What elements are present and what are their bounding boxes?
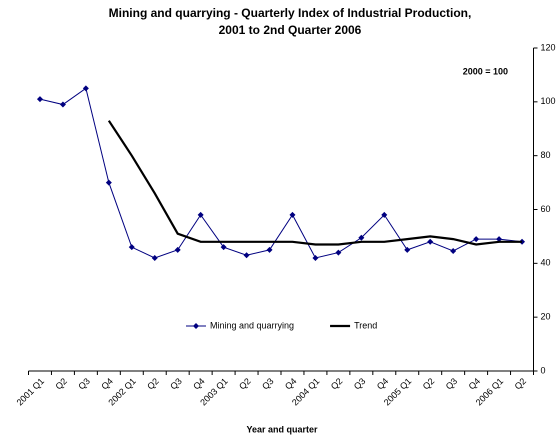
data-point	[358, 234, 365, 241]
y-tick-label: 40	[541, 258, 551, 268]
data-point	[105, 179, 112, 186]
x-tick-label: Q2	[53, 376, 69, 392]
data-point	[266, 246, 273, 253]
annotation: 2000 = 100	[463, 66, 508, 76]
x-tick-label: 2001 Q1	[15, 376, 46, 407]
data-point	[82, 85, 89, 92]
legend-label: Mining and quarrying	[210, 320, 294, 330]
x-tick-label: Q2	[145, 376, 161, 392]
x-tick-label: Q4	[375, 376, 391, 392]
data-point	[427, 238, 434, 245]
x-tick-label: Q2	[421, 376, 437, 392]
x-axis-label: Year and quarter	[246, 424, 318, 434]
legend-label: Trend	[354, 320, 377, 330]
data-point	[151, 254, 158, 261]
x-tick-label: Q4	[191, 376, 207, 392]
data-point	[128, 244, 135, 251]
x-tick-label: Q3	[168, 376, 184, 392]
x-tick-label: Q2	[237, 376, 253, 392]
data-point	[335, 249, 342, 256]
y-tick-label: 80	[541, 150, 551, 160]
y-tick-label: 100	[541, 96, 556, 106]
series-line	[39, 87, 523, 259]
data-point	[289, 211, 296, 218]
data-point	[404, 246, 411, 253]
data-point	[243, 252, 250, 259]
y-tick-label: 120	[541, 42, 556, 52]
chart-title: 2001 to 2nd Quarter 2006	[219, 23, 362, 37]
chart-title: Mining and quarrying - Quarterly Index o…	[109, 6, 472, 20]
x-tick-label: Q2	[329, 376, 345, 392]
y-tick-label: 60	[541, 204, 551, 214]
data-point	[174, 246, 181, 253]
x-tick-label: Q3	[352, 376, 368, 392]
x-tick-label: Q4	[283, 376, 299, 392]
legend-marker	[193, 323, 199, 329]
x-tick-label: Q3	[260, 376, 276, 392]
data-point	[197, 211, 204, 218]
x-tick-label: Q3	[76, 376, 92, 392]
data-point	[220, 244, 227, 251]
x-tick-label: Q3	[444, 376, 460, 392]
x-tick-label: Q4	[467, 376, 483, 392]
data-point	[312, 254, 319, 261]
data-point	[381, 211, 388, 218]
series-line	[107, 120, 523, 246]
y-tick-label: 20	[541, 312, 551, 322]
x-tick-label: Q4	[99, 376, 115, 392]
data-point	[496, 236, 503, 243]
y-tick-label: 0	[541, 365, 546, 375]
data-point	[473, 236, 480, 243]
x-tick-label: Q2	[513, 376, 529, 392]
data-point	[59, 101, 66, 108]
data-point	[36, 96, 43, 103]
data-point	[450, 247, 457, 254]
